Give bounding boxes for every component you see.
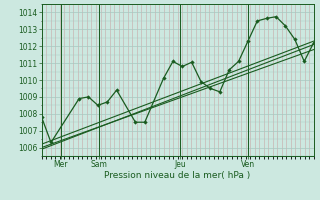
X-axis label: Pression niveau de la mer( hPa ): Pression niveau de la mer( hPa ) [104, 171, 251, 180]
